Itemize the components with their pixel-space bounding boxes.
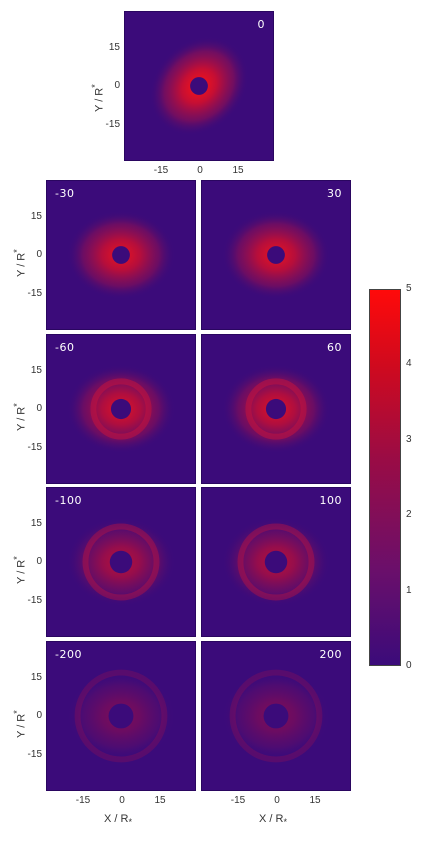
panel-label: 100 [319,494,342,507]
x-tick: -15 [75,795,91,806]
colorbar-tick: 5 [406,283,412,294]
panel-0-plot [125,12,273,160]
stellar-core [190,77,208,95]
y-tick: 15 [108,42,120,53]
emission-ring [90,378,152,440]
panel-30-plot [202,181,350,329]
stellar-core [264,550,288,574]
panel-100: 100 [201,487,351,637]
panel-minus-30-plot [47,181,195,329]
y-tick: 15 [30,365,42,376]
panel-60-plot [202,335,350,483]
colorbar-tick: 2 [406,509,412,520]
stellar-core [265,398,287,420]
stellar-core [267,246,285,264]
panel-0: 0 [124,11,274,161]
panel-minus-200-plot [47,642,195,790]
stellar-core [263,703,289,729]
y-tick: 0 [36,710,42,721]
panel-minus-60-plot [47,335,195,483]
panel-label: 60 [327,341,342,354]
colorbar-tick: 4 [406,358,412,369]
panel-30: 30 [201,180,351,330]
x-tick: -15 [230,795,246,806]
y-tick: -15 [27,442,42,453]
emission-ring [82,523,160,601]
y-tick: 0 [114,80,120,91]
y-tick: 15 [30,211,42,222]
emission-ring [229,669,323,763]
panel-label: -100 [55,494,82,507]
panel-minus-200: -200 [46,641,196,791]
x-axis-label: X / R* [259,813,288,828]
panel-60: 60 [201,334,351,484]
y-tick: -15 [27,749,42,760]
colorbar-tick: 1 [406,585,412,596]
x-tick: 0 [274,795,280,806]
y-tick: -15 [105,119,120,130]
panel-label: 200 [319,648,342,661]
x-axis-label: X / R* [104,813,133,828]
y-tick: -15 [27,595,42,606]
emission-ring [245,378,307,440]
panel-label: -60 [55,341,75,354]
emission-ring [237,523,315,601]
y-tick: -15 [27,288,42,299]
x-tick: 15 [309,795,321,806]
panel-label: 30 [327,187,342,200]
panel-label: -200 [55,648,82,661]
panel-100-plot [202,488,350,636]
x-tick: 0 [119,795,125,806]
panel-minus-100: -100 [46,487,196,637]
x-tick: -15 [153,165,169,176]
y-tick: 0 [36,556,42,567]
x-tick: 15 [154,795,166,806]
panel-minus-100-plot [47,488,195,636]
panel-200: 200 [201,641,351,791]
x-tick: 15 [232,165,244,176]
y-tick: 15 [30,672,42,683]
panel-minus-30: -30 [46,180,196,330]
panel-minus-60: -60 [46,334,196,484]
panel-label: -30 [55,187,75,200]
colorbar-tick: 3 [406,434,412,445]
y-tick: 0 [36,249,42,260]
stellar-core [108,703,134,729]
panel-label: 0 [257,18,265,31]
emission-ring [74,669,168,763]
y-tick: 0 [36,403,42,414]
x-tick: 0 [197,165,203,176]
panel-200-plot [202,642,350,790]
stellar-core [110,398,132,420]
colorbar [369,289,401,666]
stellar-core [109,550,133,574]
y-tick: 15 [30,518,42,529]
stellar-core [112,246,130,264]
colorbar-tick: 0 [406,660,412,671]
